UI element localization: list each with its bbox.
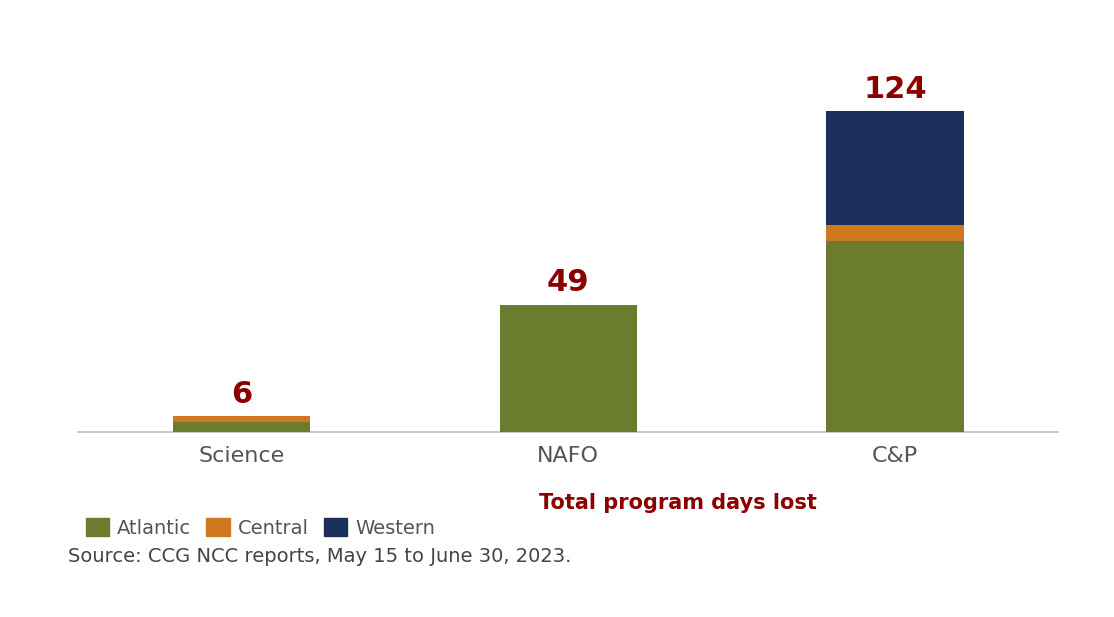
Bar	[173, 416, 310, 421]
Bar	[827, 241, 964, 432]
Text: 49: 49	[547, 268, 589, 297]
Text: Total program days lost: Total program days lost	[539, 492, 817, 513]
Text: 124: 124	[863, 75, 927, 104]
Bar	[173, 421, 310, 432]
Bar	[827, 112, 964, 225]
Text: 6: 6	[231, 379, 252, 408]
Legend: Atlantic, Central, Western: Atlantic, Central, Western	[78, 510, 443, 545]
Text: Source: CCG NCC reports, May 15 to June 30, 2023.: Source: CCG NCC reports, May 15 to June …	[68, 547, 571, 566]
Bar	[827, 225, 964, 241]
Bar	[499, 305, 637, 432]
